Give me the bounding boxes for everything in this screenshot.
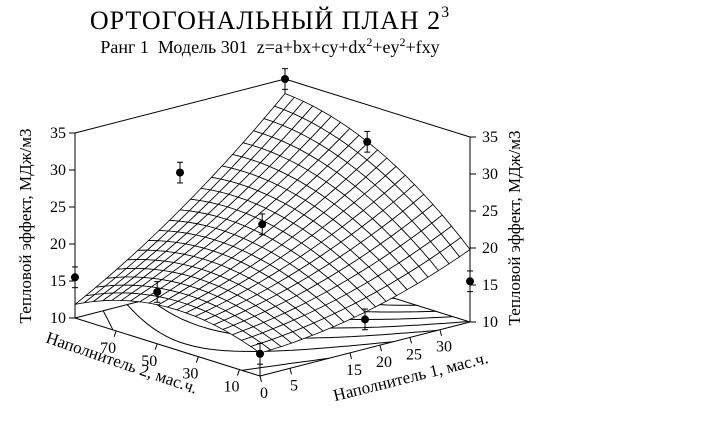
x-tick: [349, 352, 352, 359]
formula-part3: +fxy: [405, 37, 440, 57]
data-point: [363, 137, 372, 146]
x-tick: [289, 368, 292, 375]
data-point: [71, 273, 79, 282]
chart-title-text: ОРТОГОНАЛЬНЫЙ ПЛАН 2: [89, 6, 442, 35]
x-tick-label: 0: [260, 385, 268, 402]
contour-line: [102, 310, 329, 371]
y-tick: [236, 369, 240, 376]
formula-exp2: 2: [399, 35, 406, 49]
z-tick-label-right: 30: [482, 166, 498, 183]
z-tick-label-left: 25: [50, 199, 66, 216]
x-tick-label: 5: [290, 377, 298, 394]
z-tick-label-left: 30: [50, 162, 66, 179]
y-tick-label: 10: [223, 379, 239, 396]
floor-edge: [74, 317, 261, 377]
y-axis-label: Наполнитель 2, мас.ч.: [44, 328, 200, 398]
rank-label: Ранг 1: [100, 37, 149, 57]
z-tick-label-right: 25: [482, 203, 498, 220]
data-points: [71, 68, 474, 365]
x-tick-label: 30: [436, 339, 452, 356]
z-axis-label-right: Тепловой эффект, МДж/м3: [505, 131, 524, 326]
x-tick-label: 25: [406, 346, 422, 363]
x-tick: [379, 345, 382, 352]
x-tick: [259, 375, 262, 383]
data-point: [281, 75, 289, 83]
z-tick-label-right: 20: [482, 240, 498, 257]
axis-ticks: 10 10 15 15 20 20 25 25 30 30 35 35 0 5 15 20 25 30 70 50 30…: [50, 125, 498, 402]
z-tick-label-right: 10: [482, 314, 498, 331]
z-tick-label-left: 20: [50, 236, 66, 253]
chart-title: ОРТОГОНАЛЬНЫЙ ПЛАН 23: [0, 4, 540, 36]
formula-exp1: 2: [366, 35, 373, 49]
y-tick-label: 30: [182, 366, 198, 383]
y-tick-label: 50: [141, 353, 157, 370]
surface-mesh: [74, 93, 471, 354]
y-tick: [113, 330, 117, 338]
x-tick: [409, 337, 412, 344]
y-tick: [154, 343, 158, 350]
data-point: [361, 315, 369, 324]
z-tick-label-right: 35: [482, 129, 498, 146]
model-label: Модель 301: [157, 37, 248, 57]
z-tick-label-left: 15: [50, 273, 66, 290]
data-point: [256, 349, 264, 358]
data-point: [258, 220, 267, 229]
formula-part2: +ey: [372, 37, 400, 57]
data-point: [176, 168, 184, 177]
x-tick-label: 20: [376, 354, 392, 371]
z-tick-label-left: 10: [50, 310, 66, 327]
x-tick: [439, 329, 442, 336]
data-point: [466, 277, 474, 286]
z-tick-label-left: 35: [50, 125, 66, 142]
chart-title-exponent: 3: [441, 4, 451, 21]
data-point: [153, 287, 162, 296]
y-tick-label: 70: [100, 340, 116, 357]
x-tick-label: 15: [346, 362, 362, 379]
chart-subtitle: Ранг 1 Модель 301 z=a+bx+cy+dx2+ey2+fxy: [0, 35, 540, 58]
z-tick-label-right: 15: [482, 277, 498, 294]
y-tick: [195, 356, 199, 363]
top-back-edge: [74, 78, 286, 134]
z-axis-label-left: Тепловой эффект, МДж/м3: [16, 129, 35, 324]
formula-part1: z=a+bx+cy+dx: [256, 37, 367, 57]
top-back-edge: [284, 78, 471, 138]
